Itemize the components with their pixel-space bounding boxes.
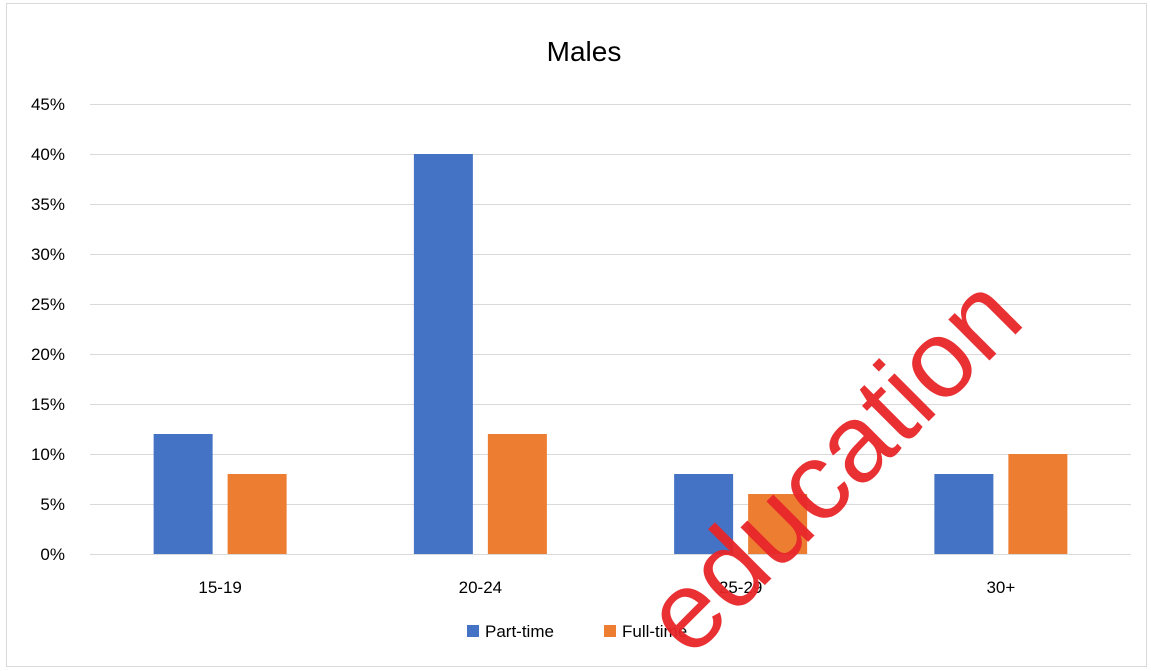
watermark: education [620,253,1044,671]
bar-full-time-25-29 [748,494,808,554]
bar-part-time-30- [934,474,994,554]
y-tick-label: 20% [31,345,65,364]
x-tick-label: 20-24 [459,578,502,597]
bar-part-time-20-24 [413,154,473,554]
legend: Part-time Full-time [467,622,687,641]
legend-label: Part-time [485,622,554,641]
y-tick-label: 35% [31,195,65,214]
y-tick-label: 40% [31,145,65,164]
y-tick-label: 0% [40,545,65,564]
bar-part-time-25-29 [674,474,734,554]
chart-frame [6,3,1147,667]
y-tick-label: 45% [31,95,65,114]
y-tick-label: 10% [31,445,65,464]
x-tick-label: 25-29 [719,578,762,597]
y-tick-label: 5% [40,495,65,514]
bar-part-time-15-19 [153,434,213,554]
bar-full-time-30- [1008,454,1068,554]
x-axis-ticks: 15-19 20-24 25-29 30+ [198,578,1015,597]
y-tick-label: 25% [31,295,65,314]
watermark-text: education [620,253,1044,671]
y-tick-label: 15% [31,395,65,414]
legend-swatch [604,625,616,637]
bars [153,154,1068,554]
y-tick-label: 30% [31,245,65,264]
legend-label: Full-time [622,622,687,641]
x-tick-label: 30+ [986,578,1015,597]
bar-full-time-15-19 [227,474,287,554]
x-tick-label: 15-19 [198,578,241,597]
bar-full-time-20-24 [487,434,547,554]
y-axis-ticks: 0% 5% 10% 15% 20% 25% 30% 35% 40% 45% [31,95,65,564]
legend-swatch [467,625,479,637]
chart-title: Males [547,36,622,67]
